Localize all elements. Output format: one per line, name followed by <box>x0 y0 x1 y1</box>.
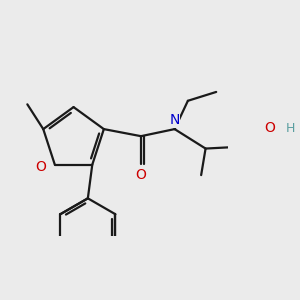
Text: H: H <box>286 122 296 135</box>
Text: O: O <box>264 121 275 135</box>
Text: N: N <box>169 113 180 127</box>
Text: O: O <box>136 168 146 182</box>
Text: O: O <box>35 160 46 174</box>
